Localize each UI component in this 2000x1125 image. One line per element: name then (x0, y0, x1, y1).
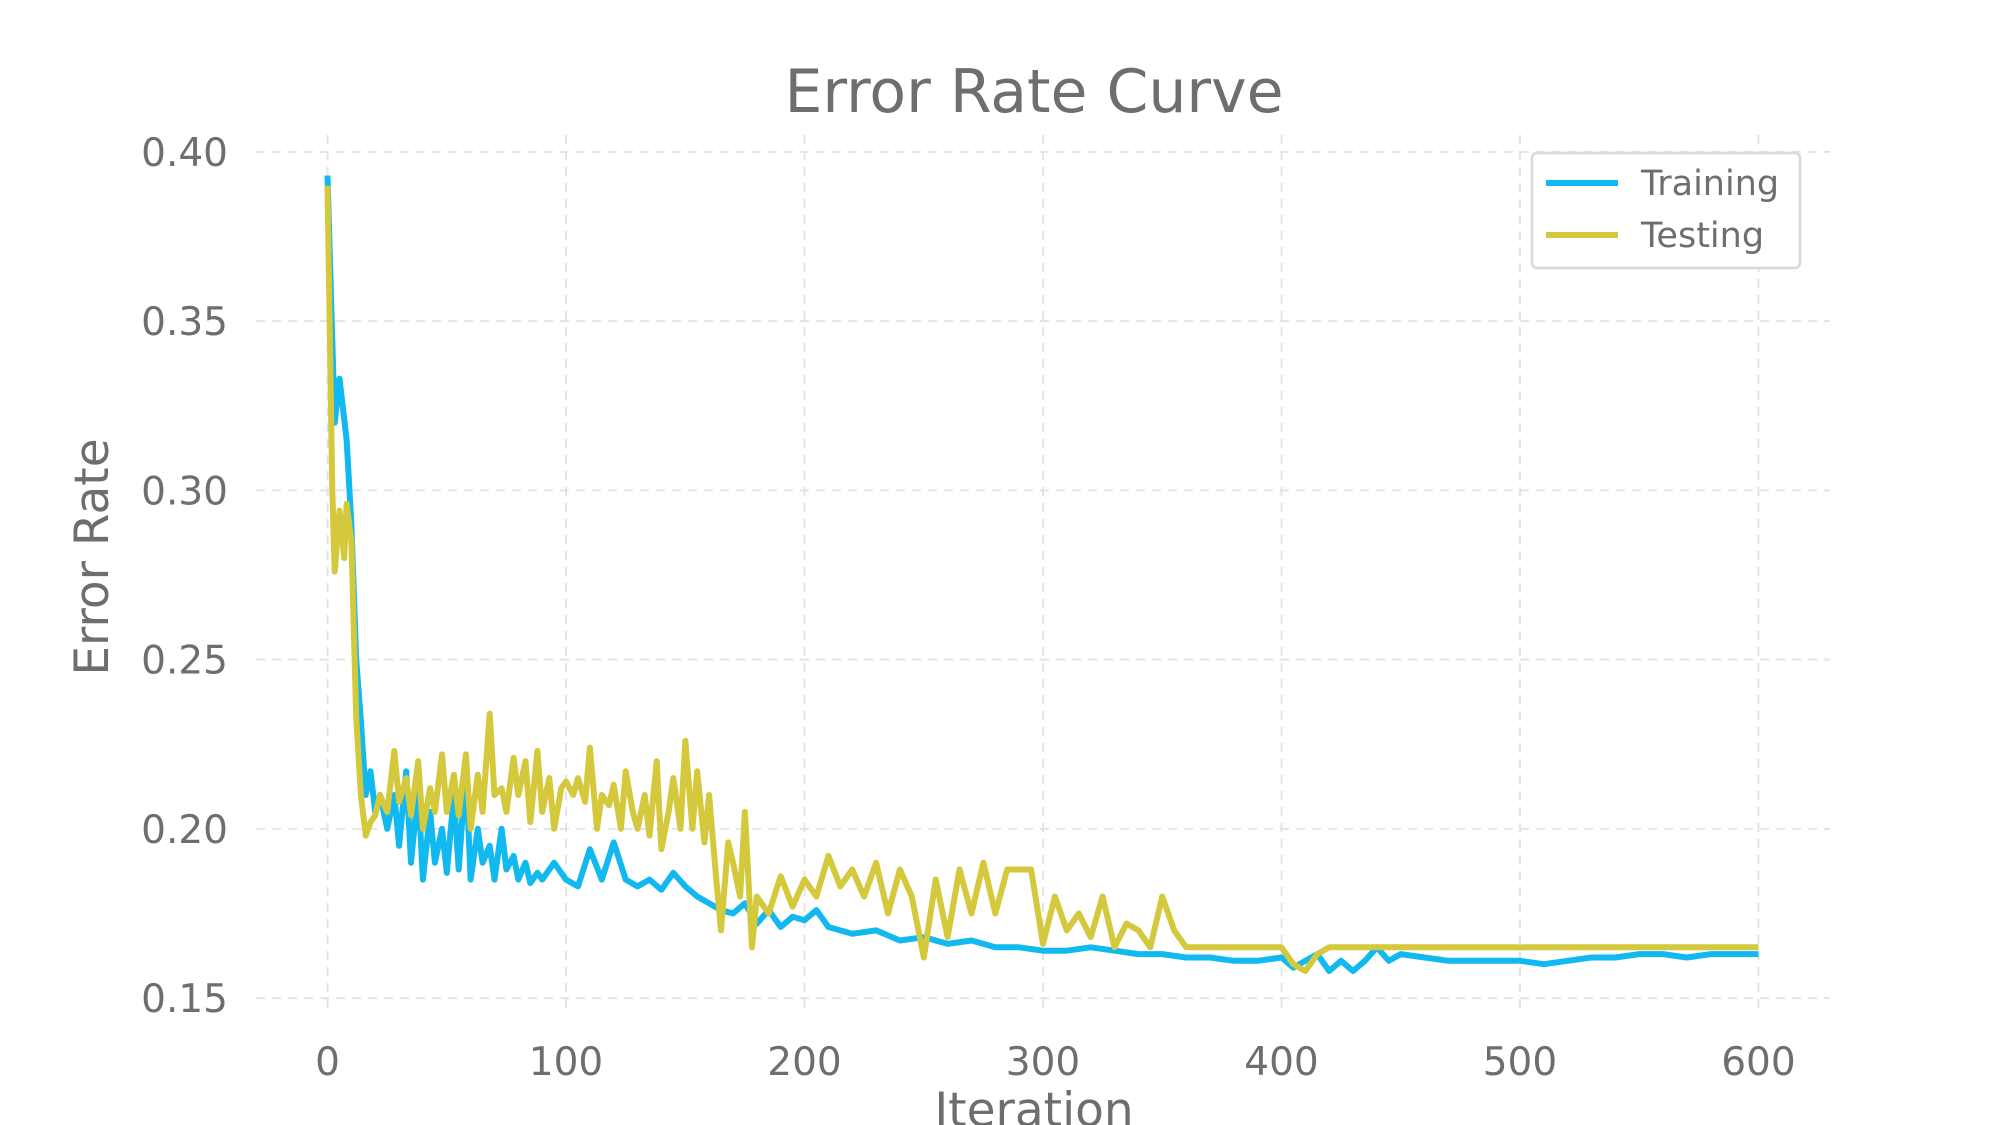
legend-label-training: Training (1640, 164, 1779, 204)
y-tick-label: 0.35 (141, 300, 228, 345)
x-tick-label: 400 (1244, 1040, 1318, 1085)
x-tick-label: 100 (529, 1040, 603, 1085)
series-line-training (324, 175, 1759, 974)
y-tick-label: 0.20 (141, 808, 228, 853)
y-tick-label: 0.25 (141, 639, 228, 684)
y-tick-label: 0.30 (141, 469, 228, 514)
y-tick-label: 0.15 (141, 977, 228, 1022)
grid (256, 135, 1830, 1015)
y-tick-label: 0.40 (141, 131, 228, 176)
x-tick-label: 600 (1721, 1040, 1795, 1085)
tick-labels: 0 100 200 300 400 500 600 0.15 0.20 0.25 0.30 0.35 0… (141, 131, 1796, 1085)
legend: Training Testing (1530, 151, 1802, 270)
series-lines (324, 175, 1759, 974)
x-tick-label: 300 (1006, 1040, 1080, 1085)
chart-title: Error Rate Curve (785, 57, 1284, 127)
x-tick-label: 500 (1483, 1040, 1557, 1085)
x-tick-label: 0 (315, 1040, 340, 1085)
x-axis-label: Iteration (934, 1083, 1133, 1125)
legend-label-testing: Testing (1640, 216, 1764, 256)
x-tick-label: 200 (767, 1040, 841, 1085)
y-axis-label: Error Rate (65, 438, 120, 675)
series-line-testing (324, 185, 1759, 974)
